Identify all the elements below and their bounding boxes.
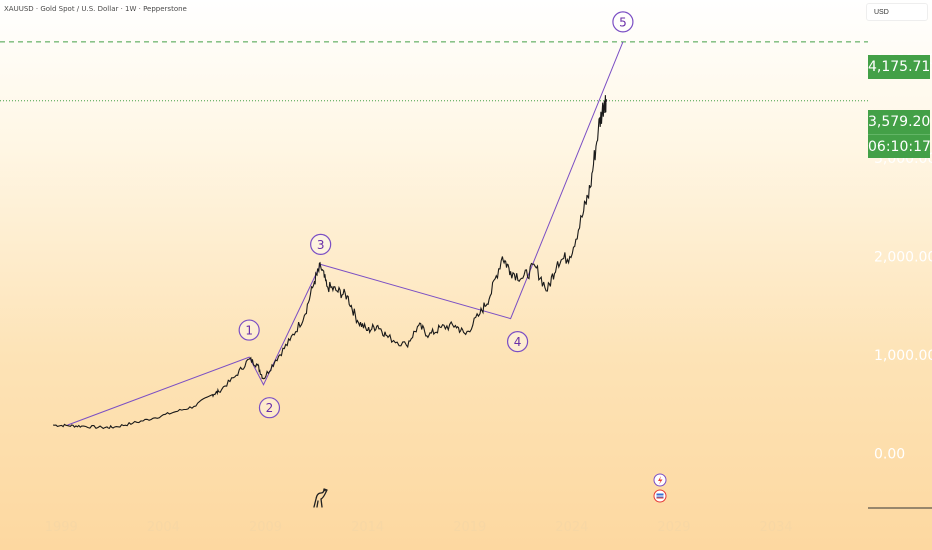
currency-selector[interactable]: USD	[866, 3, 928, 21]
y-tick-label: 2,000.00	[874, 249, 932, 265]
wave-marker-circle	[506, 331, 529, 353]
chart-title: XAUUSD · Gold Spot / U.S. Dollar · 1W · …	[4, 5, 187, 13]
wave-marker-3[interactable]: 3	[310, 233, 332, 255]
x-tick-label: 2029	[657, 520, 690, 535]
elliott-wave-lines	[67, 41, 624, 426]
price-series-line	[53, 95, 608, 430]
wave-marker-label: 2	[266, 401, 274, 415]
x-tick-label: 1999	[45, 520, 78, 535]
horizontal-lines	[0, 41, 868, 102]
flag-icon[interactable]	[653, 489, 667, 503]
wave-marker-label: 1	[245, 324, 253, 338]
wave-marker-circle	[310, 233, 332, 255]
current-price-value: 3,579.20	[868, 114, 931, 130]
wave-marker-4[interactable]: 4	[506, 331, 529, 353]
wave-marker-2[interactable]: 2	[258, 397, 281, 419]
wave-marker-label: 3	[317, 238, 325, 252]
x-tick-label: 2019	[453, 520, 486, 535]
wave-marker-label: 4	[514, 335, 522, 349]
wave-path[interactable]	[67, 41, 624, 426]
x-tick-label: 2034	[760, 520, 793, 535]
x-tick-label: 2024	[555, 520, 588, 535]
x-axis: 1999 2004 2009 2014 2019 2024 2029 2034	[45, 520, 793, 535]
y-tick-label: 0.00	[874, 447, 905, 463]
wave-marker-circle	[612, 11, 634, 33]
flash-icon[interactable]	[653, 473, 667, 487]
wave-marker-circle	[258, 397, 281, 419]
current-price-tag: 3,579.20 06:10:17	[868, 110, 931, 159]
x-tick-label: 2009	[249, 520, 282, 535]
y-tick-label: 1,000.00	[874, 348, 932, 364]
bar-countdown: 06:10:17	[868, 134, 931, 159]
x-tick-label: 2014	[351, 520, 384, 535]
elliott-wave-markers: 1 2 3 4 5	[238, 11, 634, 419]
wave-marker-1[interactable]: 1	[238, 319, 260, 341]
wave-marker-5[interactable]: 5	[612, 11, 634, 33]
dinosaur-icon[interactable]	[313, 488, 328, 508]
x-tick-label: 2004	[147, 520, 180, 535]
wave-marker-circle	[238, 319, 260, 341]
target-price-tag: 4,175.71	[868, 55, 930, 79]
wave-marker-label: 5	[619, 15, 627, 29]
